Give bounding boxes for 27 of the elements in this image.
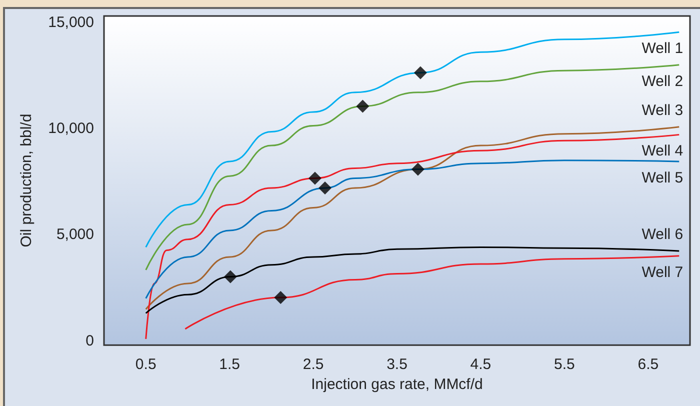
x-tick-label: 6.5 xyxy=(638,356,659,374)
series-label: Well 1 xyxy=(642,40,684,58)
point xyxy=(356,100,370,113)
point xyxy=(224,270,237,284)
x-tick-label: 5.5 xyxy=(554,356,575,374)
point xyxy=(274,291,288,304)
x-tick-label: 3.5 xyxy=(386,356,408,374)
x-axis-title: Injection gas rate, MMcf/d xyxy=(311,376,483,393)
point xyxy=(318,181,332,194)
x-tick-label: 2.5 xyxy=(302,356,324,374)
series-label: Well 6 xyxy=(642,226,684,244)
y-tick-label: 15,000 xyxy=(48,14,94,31)
series-label: Well 5 xyxy=(642,169,684,186)
series-label: Well 7 xyxy=(642,264,684,281)
y-tick-label: 0 xyxy=(86,332,94,350)
series-label: Well 3 xyxy=(642,102,684,119)
series-label: Well 2 xyxy=(642,72,684,90)
y-axis-title: Oil production, bbl/d xyxy=(18,114,35,248)
x-tick-label: 4.5 xyxy=(470,356,492,374)
y-tick-label: 10,000 xyxy=(48,120,94,138)
point xyxy=(414,66,427,80)
x-tick-label: 1.5 xyxy=(219,356,240,374)
x-tick-label: 0.5 xyxy=(135,356,156,374)
point xyxy=(411,162,424,176)
y-tick-label: 5,000 xyxy=(56,226,94,244)
point xyxy=(308,172,322,185)
series-label: Well 4 xyxy=(642,142,684,160)
